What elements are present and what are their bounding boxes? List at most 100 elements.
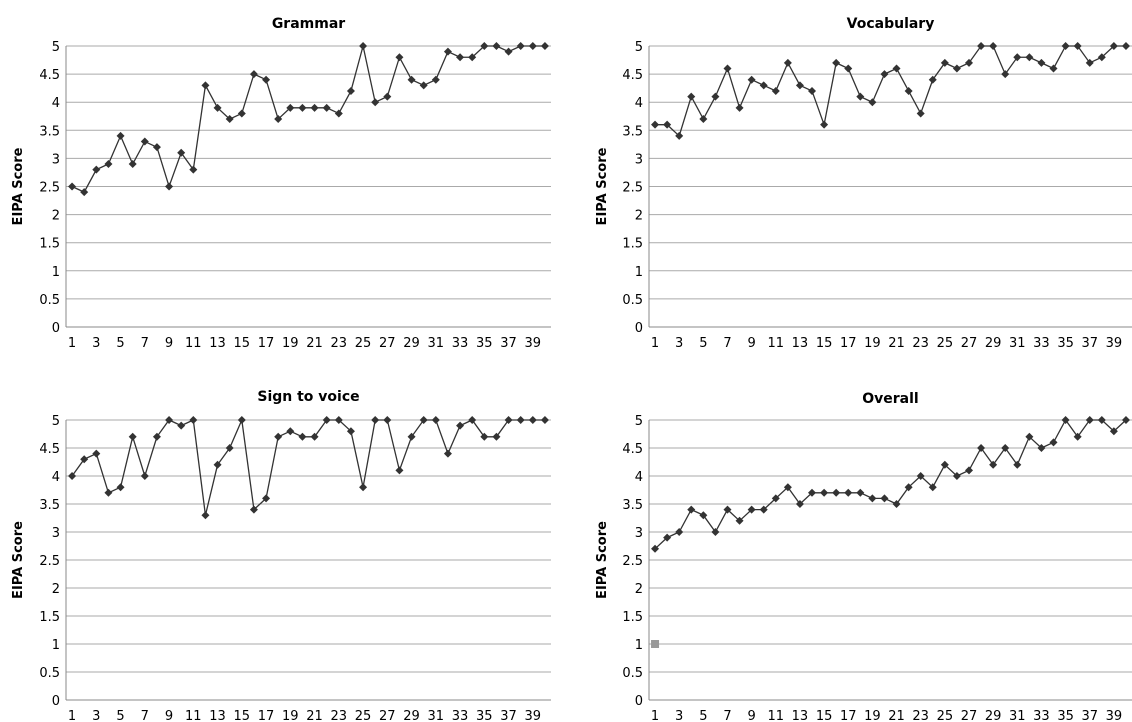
data-point xyxy=(964,58,973,67)
x-tick-label: 1 xyxy=(68,336,76,351)
chart-title: Overall xyxy=(862,391,918,407)
data-point xyxy=(795,81,804,90)
y-tick-label: 3.5 xyxy=(39,124,60,139)
x-tick-label: 17 xyxy=(840,336,857,351)
data-point xyxy=(771,86,780,95)
y-tick-label: 5 xyxy=(52,40,60,55)
data-point xyxy=(651,544,660,553)
x-tick-label: 27 xyxy=(961,709,978,722)
y-tick-label: 0 xyxy=(635,694,643,709)
x-tick-label: 21 xyxy=(888,336,905,351)
x-tick-label: 27 xyxy=(961,336,978,351)
data-point xyxy=(468,53,477,62)
data-point xyxy=(1121,416,1130,424)
y-tick-label: 0.5 xyxy=(39,666,60,681)
y-tick-label: 1 xyxy=(635,265,643,280)
extra-data-point xyxy=(651,640,660,648)
data-point xyxy=(844,488,853,497)
x-tick-label: 7 xyxy=(723,336,731,351)
y-tick-label: 2 xyxy=(635,582,643,597)
data-point xyxy=(68,182,77,191)
x-tick-label: 37 xyxy=(1081,709,1098,722)
data-point xyxy=(310,103,319,112)
y-tick-label: 3.5 xyxy=(622,498,643,513)
data-point xyxy=(298,432,307,441)
data-point xyxy=(213,460,222,469)
data-point xyxy=(334,109,343,118)
data-point xyxy=(1049,438,1058,447)
data-point xyxy=(1013,53,1022,62)
x-tick-label: 13 xyxy=(209,709,226,722)
y-axis-label: EIPA Score xyxy=(595,521,610,599)
y-tick-label: 0 xyxy=(635,321,643,336)
y-tick-label: 5 xyxy=(635,40,643,55)
data-point xyxy=(128,432,137,441)
x-tick-label: 19 xyxy=(864,336,881,351)
x-tick-label: 27 xyxy=(379,709,396,722)
data-point xyxy=(783,58,792,67)
y-tick-label: 0.5 xyxy=(39,293,60,308)
data-point xyxy=(1073,432,1082,441)
data-point xyxy=(928,483,937,492)
data-point xyxy=(274,432,283,441)
data-point xyxy=(298,103,307,112)
data-point xyxy=(1025,53,1034,62)
data-point xyxy=(1073,42,1082,50)
data-point xyxy=(663,533,672,542)
x-tick-label: 29 xyxy=(403,709,420,722)
data-point xyxy=(456,53,465,62)
x-tick-label: 3 xyxy=(675,709,683,722)
data-point xyxy=(940,460,949,469)
x-tick-label: 11 xyxy=(185,709,202,722)
data-point xyxy=(880,494,889,503)
data-point xyxy=(334,416,343,424)
data-point xyxy=(189,165,198,174)
data-point xyxy=(395,53,404,62)
data-point xyxy=(1049,64,1058,73)
y-axis-label: EIPA Score xyxy=(11,147,26,225)
data-point xyxy=(286,427,295,436)
data-point xyxy=(977,444,986,452)
data-point xyxy=(346,86,355,95)
data-point xyxy=(711,528,720,536)
series-line xyxy=(71,45,545,193)
data-point xyxy=(1109,42,1118,50)
y-tick-label: 3 xyxy=(635,152,643,167)
y-tick-label: 1.5 xyxy=(622,237,643,252)
y-tick-label: 3 xyxy=(635,526,643,541)
data-point xyxy=(262,75,271,84)
data-point xyxy=(1085,416,1094,424)
data-point xyxy=(237,416,246,424)
x-tick-label: 29 xyxy=(985,336,1002,351)
x-tick-label: 23 xyxy=(912,336,929,351)
y-tick-label: 2 xyxy=(52,209,60,224)
data-point xyxy=(177,421,186,430)
data-point xyxy=(651,120,660,129)
y-tick-label: 4 xyxy=(635,470,643,485)
data-point xyxy=(916,109,925,118)
x-tick-label: 23 xyxy=(912,709,929,722)
x-tick-label: 5 xyxy=(699,709,707,722)
data-point xyxy=(820,120,829,129)
data-point xyxy=(1001,70,1010,79)
data-point xyxy=(249,505,258,514)
x-tick-label: 29 xyxy=(403,336,420,351)
data-point xyxy=(274,115,283,124)
data-point xyxy=(687,92,696,101)
x-tick-label: 17 xyxy=(840,709,857,722)
x-tick-label: 27 xyxy=(379,336,396,351)
y-tick-label: 4 xyxy=(52,470,60,485)
data-point xyxy=(1037,58,1046,67)
data-point xyxy=(419,81,428,90)
y-tick-label: 2.5 xyxy=(622,554,643,569)
data-point xyxy=(735,103,744,112)
data-point xyxy=(747,505,756,514)
y-tick-label: 2.5 xyxy=(39,181,60,196)
x-tick-label: 33 xyxy=(452,336,469,351)
data-point xyxy=(759,505,768,514)
data-point xyxy=(419,416,428,424)
x-tick-label: 11 xyxy=(768,336,785,351)
x-tick-label: 7 xyxy=(141,709,149,722)
x-tick-label: 17 xyxy=(258,709,275,722)
x-tick-label: 21 xyxy=(888,709,905,722)
